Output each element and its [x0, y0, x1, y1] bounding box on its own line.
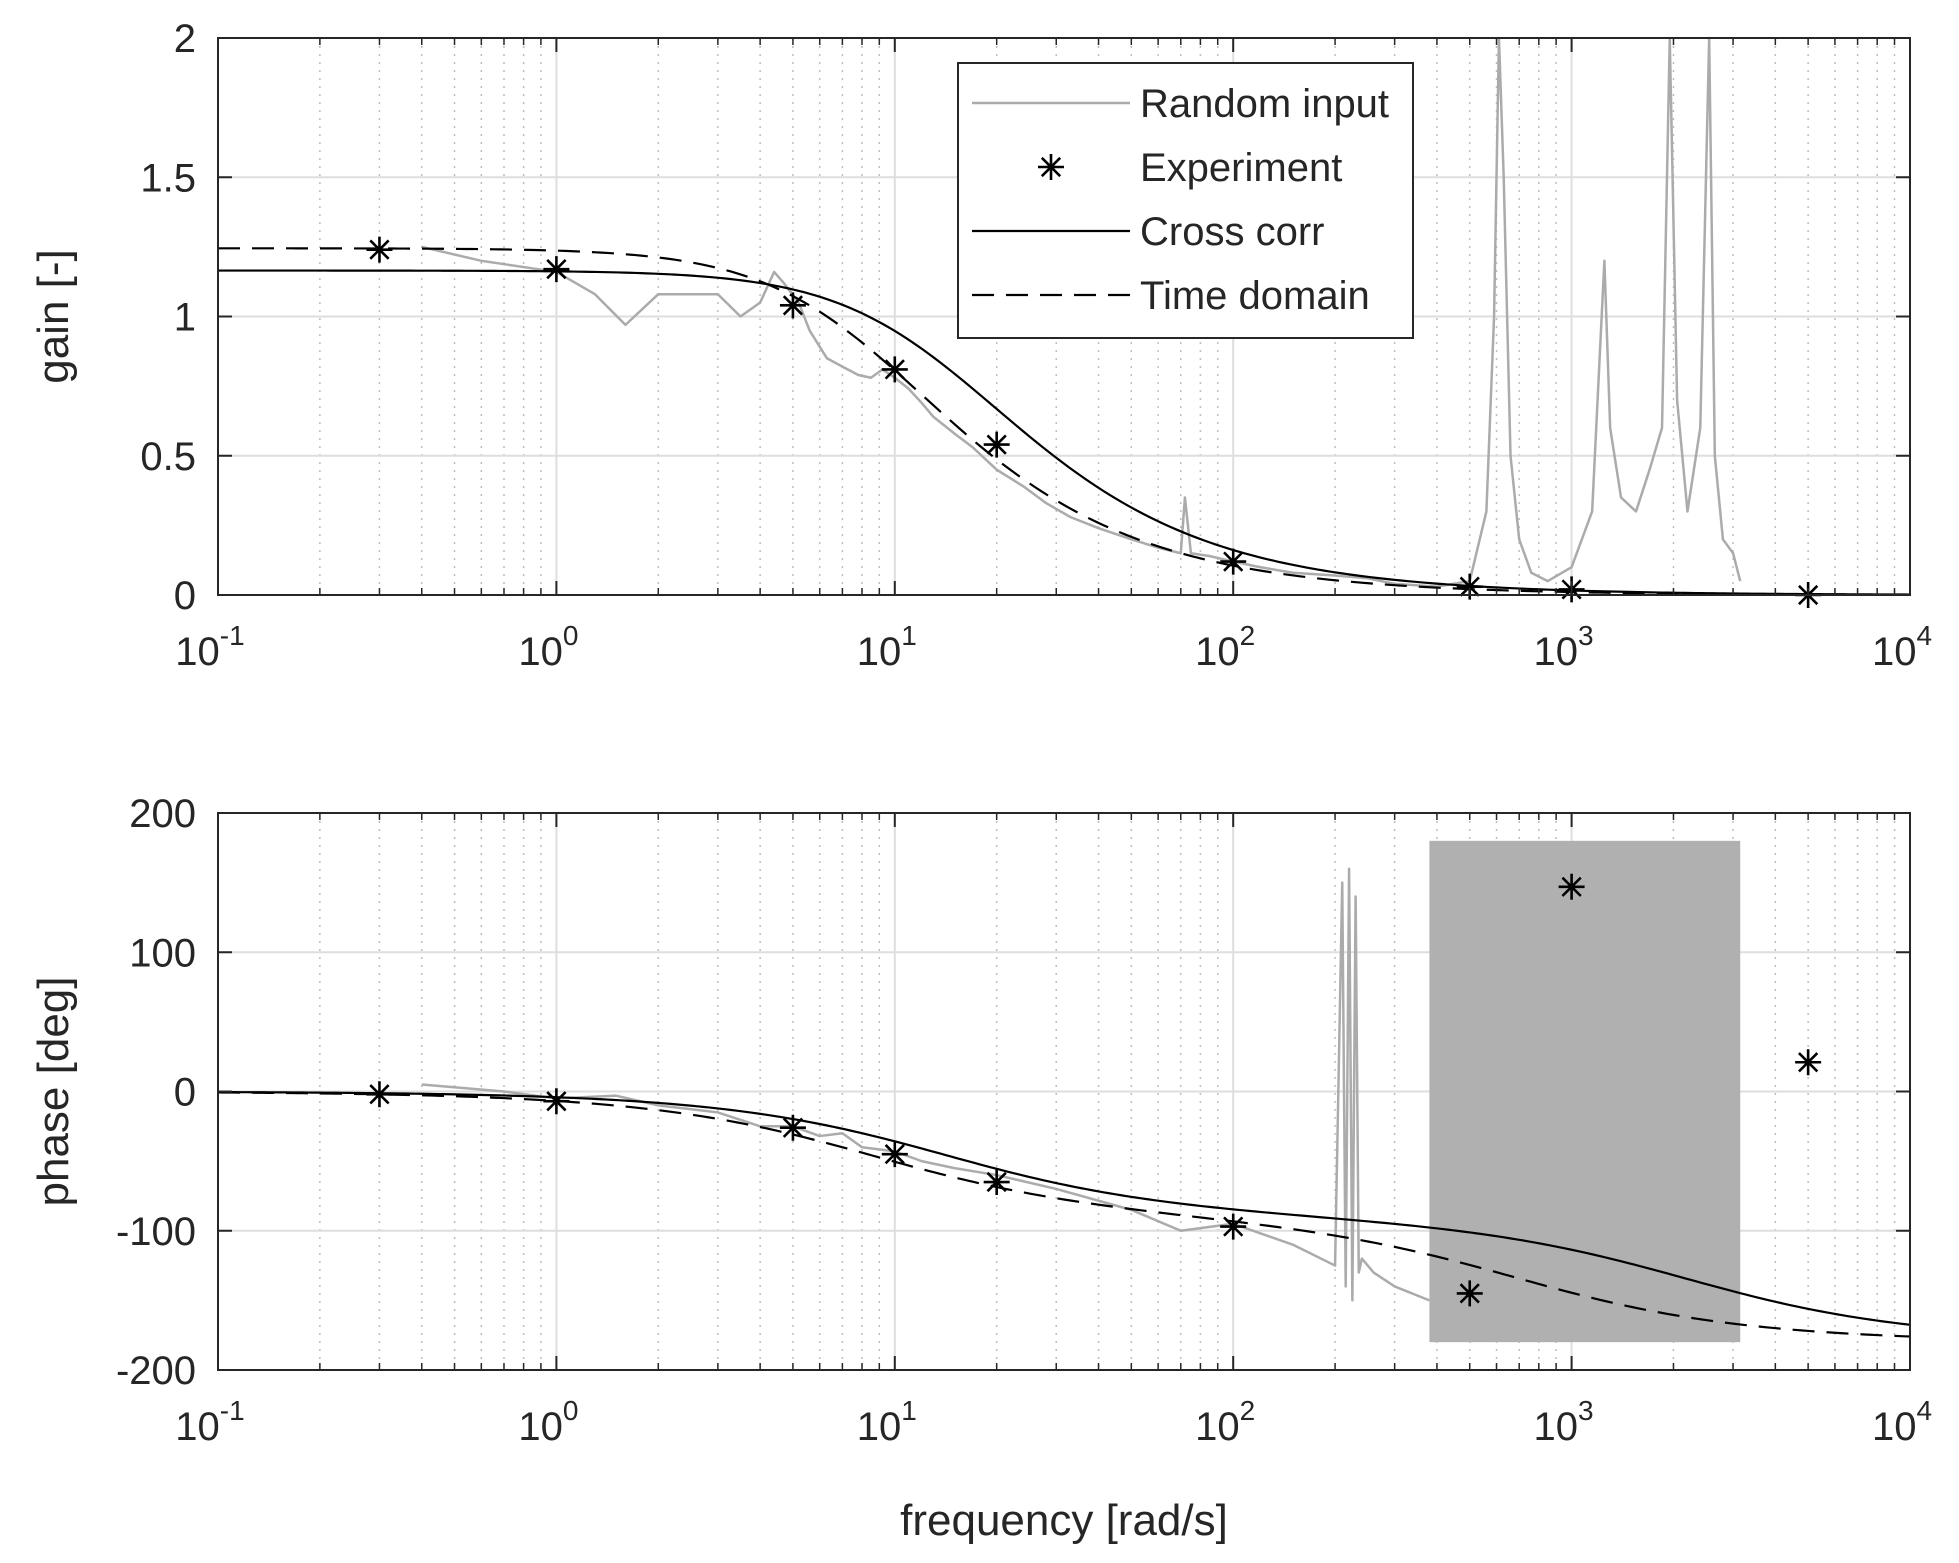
x-tick-exponent: 0 [563, 620, 579, 651]
x-tick-label: 101 [857, 620, 917, 674]
x-tick-label: 104 [1872, 1395, 1932, 1449]
experiment-point [1558, 873, 1585, 900]
experiment-point [366, 236, 393, 263]
x-tick-exponent: -1 [220, 1395, 245, 1426]
experiment-point [1220, 1213, 1247, 1240]
x-tick-exponent: 2 [1240, 1395, 1256, 1426]
x-axis-label: frequency [rad/s] [900, 1496, 1228, 1545]
cross-corr-line [217, 1090, 1911, 1326]
legend-item: Experiment [1038, 146, 1342, 190]
experiment-point [983, 1169, 1010, 1196]
x-tick-exponent: 4 [1916, 1395, 1932, 1426]
x-tick-exponent: 2 [1240, 620, 1256, 651]
experiment-point [881, 356, 908, 383]
legend-box [957, 62, 1414, 339]
time-domain-line [217, 1091, 1911, 1338]
random-input-line [421, 867, 1430, 1302]
x-tick-base: 10 [1872, 1405, 1917, 1449]
x-tick-label: 101 [857, 1395, 917, 1449]
experiment-point [779, 1114, 806, 1141]
x-tick-exponent: 4 [1916, 620, 1932, 651]
x-tick-base: 10 [1195, 630, 1240, 674]
y-tick-label: 1.5 [140, 156, 196, 200]
x-tick-exponent: 1 [901, 620, 917, 651]
y-tick-label: 2 [174, 17, 196, 61]
x-tick-label: 100 [518, 1395, 578, 1449]
x-tick-exponent: 1 [901, 1395, 917, 1426]
gain-y-axis-label: gain [-] [29, 249, 78, 384]
legend-label: Cross corr [1140, 210, 1324, 254]
random-input-noise-band [1429, 840, 1741, 1343]
experiment-point [1795, 1049, 1822, 1076]
experiment-point [543, 256, 570, 283]
experiment-point [1456, 1280, 1483, 1307]
experiment-point [881, 1141, 908, 1168]
x-tick-base: 10 [857, 630, 902, 674]
experiment-point [543, 1088, 570, 1115]
y-tick-label: 200 [129, 792, 196, 836]
x-tick-base: 10 [518, 1405, 563, 1449]
x-tick-label: 10-1 [175, 620, 244, 674]
legend-item: Time domain [972, 274, 1370, 318]
time-domain-line [218, 247, 1911, 596]
experiment-point [983, 431, 1010, 458]
y-tick-label: 100 [129, 931, 196, 975]
legend-item: Random input [972, 82, 1389, 126]
x-tick-label: 10-1 [175, 1395, 244, 1449]
x-tick-base: 10 [857, 1405, 902, 1449]
gain-legend: Random input Experiment Cross corr Time dom… [957, 62, 1414, 339]
x-tick-exponent: -1 [220, 620, 245, 651]
x-tick-base: 10 [1872, 630, 1917, 674]
legend-label: Random input [1140, 82, 1389, 126]
x-tick-label: 102 [1195, 1395, 1255, 1449]
x-tick-exponent: 3 [1578, 620, 1594, 651]
y-tick-label: 0.5 [140, 435, 196, 479]
x-tick-base: 10 [1195, 1405, 1240, 1449]
x-tick-label: 100 [518, 620, 578, 674]
phase-y-axis-label: phase [deg] [29, 977, 78, 1207]
legend-swatch-asterisk [1038, 154, 1064, 180]
y-tick-label: -200 [116, 1349, 196, 1393]
legend-label: Experiment [1140, 146, 1342, 190]
x-tick-base: 10 [1534, 630, 1579, 674]
x-tick-label: 103 [1534, 1395, 1594, 1449]
y-tick-label: 0 [174, 574, 196, 618]
x-tick-base: 10 [518, 630, 563, 674]
x-tick-base: 10 [175, 1405, 220, 1449]
x-tick-label: 104 [1872, 620, 1932, 674]
phase-data [217, 840, 1911, 1343]
x-tick-label: 102 [1195, 620, 1255, 674]
legend-item: Cross corr [972, 210, 1324, 254]
x-tick-base: 10 [1534, 1405, 1579, 1449]
experiment-point [1220, 548, 1247, 575]
y-tick-label: 1 [174, 296, 196, 340]
x-tick-exponent: 0 [563, 1395, 579, 1426]
y-tick-label: -100 [116, 1210, 196, 1254]
experiment-point [779, 292, 806, 319]
x-tick-exponent: 3 [1578, 1395, 1594, 1426]
y-tick-label: 0 [174, 1071, 196, 1115]
x-tick-base: 10 [175, 630, 220, 674]
legend-label: Time domain [1140, 274, 1370, 318]
x-tick-label: 103 [1534, 620, 1594, 674]
